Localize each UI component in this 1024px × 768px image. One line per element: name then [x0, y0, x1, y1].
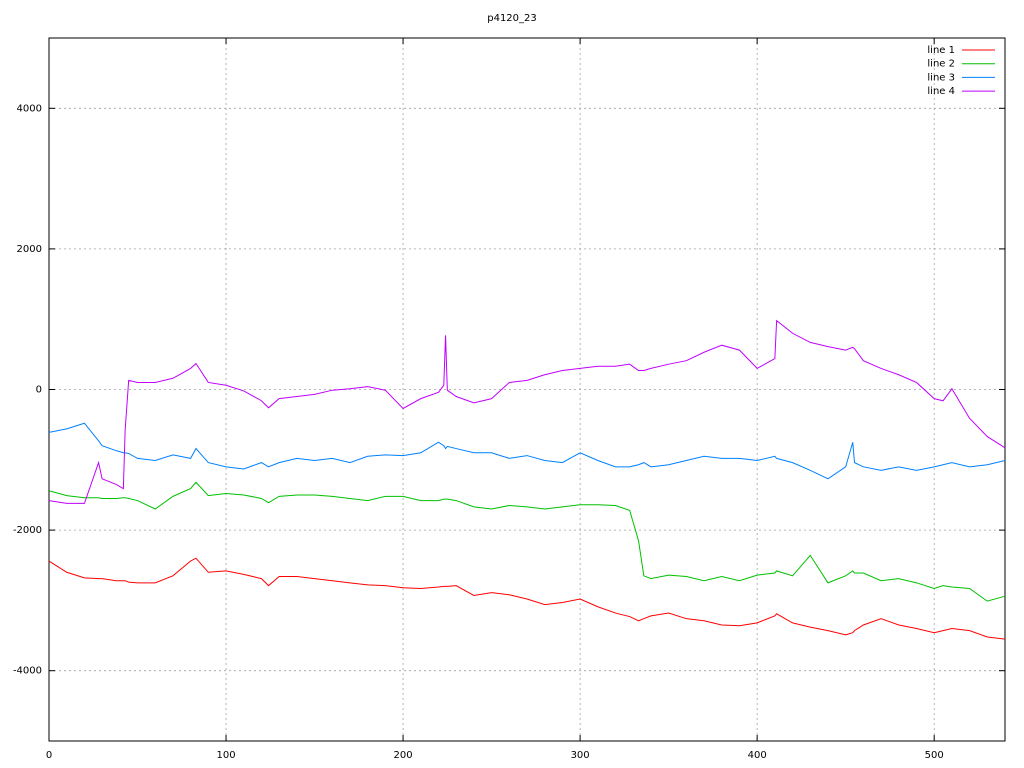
legend-label: line 3	[927, 72, 955, 83]
x-tick-label: 0	[46, 750, 52, 761]
data-line	[48, 557, 1006, 640]
x-tick-label: 500	[925, 750, 944, 761]
x-tick-label: 200	[394, 750, 413, 761]
y-tick-label: 2000	[17, 244, 42, 255]
x-tick-label: 100	[216, 750, 235, 761]
data-line	[48, 319, 1006, 504]
data-line	[48, 481, 1006, 602]
y-tick-label: 0	[36, 385, 42, 396]
plot-border	[48, 37, 1006, 742]
y-tick-label: 4000	[17, 103, 42, 114]
x-tick-label: 400	[748, 750, 767, 761]
y-tick-label: -4000	[13, 666, 42, 677]
data-line	[48, 422, 1006, 480]
chart-title: p4120_23	[487, 13, 537, 24]
x-tick-label: 300	[571, 750, 590, 761]
legend-label: line 2	[927, 59, 955, 70]
legend-label: line 1	[927, 45, 955, 56]
y-tick-label: -2000	[13, 525, 42, 536]
legend-label: line 4	[927, 86, 955, 97]
